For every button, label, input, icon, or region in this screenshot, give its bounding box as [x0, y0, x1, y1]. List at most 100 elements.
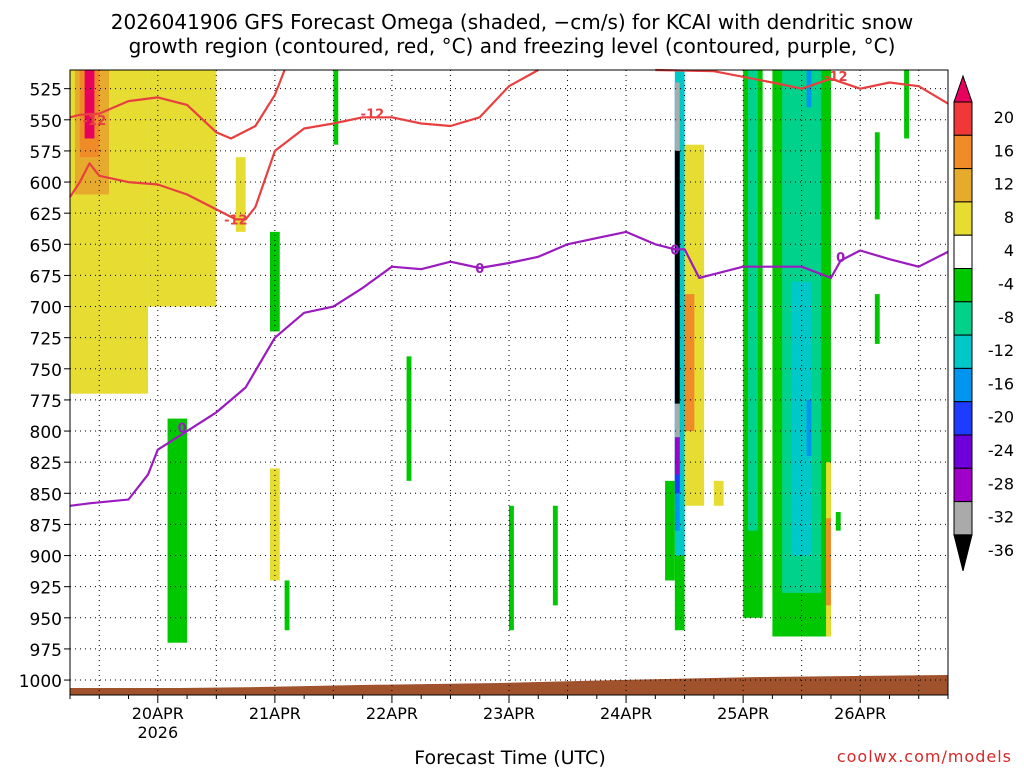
- y-tick-label-650: 650: [30, 236, 62, 256]
- y-tick-label-750: 750: [30, 361, 62, 381]
- colorbar-label-5: -4: [998, 275, 1014, 294]
- y-tick-label-575: 575: [30, 143, 62, 163]
- contour-label-3: -12: [824, 70, 848, 85]
- colorbar-label-10: -24: [988, 441, 1014, 460]
- colorbar-label-6: -8: [998, 308, 1014, 327]
- colorbar-bin-3: [953, 168, 973, 203]
- omega-region-14: [665, 480, 675, 581]
- y-tick-label-875: 875: [30, 516, 62, 536]
- contour-label-2: -12: [224, 213, 248, 228]
- colorbar-label-12: -32: [988, 508, 1014, 527]
- omega-region-18: [674, 82, 680, 151]
- colorbar-bottom-arrow: [953, 534, 973, 572]
- colorbar-label-0: 20: [994, 108, 1014, 127]
- x-tick-label-0: 20APR: [132, 704, 184, 723]
- omega-region-21: [674, 437, 680, 475]
- omega-region-10: [333, 70, 339, 145]
- colorbar-label-3: 8: [1004, 208, 1014, 227]
- omega-region-25: [713, 480, 724, 506]
- colorbar-bin-13: [953, 501, 973, 536]
- y-tick-label-1000: 1000: [19, 672, 62, 692]
- omega-region-8: [269, 468, 280, 581]
- y-tick-label-900: 900: [30, 548, 62, 568]
- grid-layer: [70, 70, 948, 695]
- y-tick-label-700: 700: [30, 299, 62, 319]
- red-contour-line-0: [69, 69, 286, 140]
- chart-title-line2: growth region (contoured, red, °C) and f…: [129, 34, 896, 58]
- omega-region-33: [874, 132, 880, 220]
- y-tick-label-675: 675: [30, 267, 62, 287]
- omega-region-12: [509, 505, 514, 631]
- colorbar-label-4: 4: [1004, 241, 1014, 260]
- contour-label-0: -12: [83, 114, 107, 129]
- contour-layer: [69, 68, 949, 507]
- y-tick-label-825: 825: [30, 454, 62, 474]
- omega-region-6: [167, 418, 188, 643]
- x-axis-label: Forecast Time (UTC): [414, 747, 605, 768]
- y-tick-label-850: 850: [30, 485, 62, 505]
- colorbar-bin-4: [953, 201, 973, 236]
- colorbar-label-1: 16: [994, 141, 1014, 160]
- y-tick-label-525: 525: [30, 81, 62, 101]
- omega-region-31: [806, 70, 812, 108]
- colorbar-label-2: 12: [994, 175, 1014, 194]
- omega-region-30: [791, 281, 812, 556]
- colorbar-bin-11: [953, 434, 973, 469]
- colorbar-label-8: -16: [988, 374, 1014, 393]
- contour-label-1: -12: [361, 108, 385, 123]
- x-tick-label-6: 26APR: [834, 704, 886, 723]
- credit-text: coolwx.com/models: [837, 747, 1012, 766]
- red-contour-line-2: [655, 68, 949, 105]
- x-tick-label-5: 25APR: [717, 704, 769, 723]
- y-tick-label-775: 775: [30, 392, 62, 412]
- contour-label-6: 0: [670, 243, 679, 258]
- omega-region-1: [148, 70, 217, 307]
- colorbar: 20 16 12 8 4 -4 -8 -12 -16 -20 -24 -28 -32 -36: [953, 74, 1014, 572]
- omega-region-11: [406, 356, 412, 481]
- y-tick-label-925: 925: [30, 579, 62, 599]
- colorbar-label-7: -12: [988, 341, 1014, 360]
- colorbar-bin-9: [953, 367, 973, 403]
- omega-region-4: [84, 70, 95, 139]
- colorbar-bin-8: [953, 334, 973, 369]
- contour-label-7: 0: [836, 251, 845, 266]
- omega-shading-layer: [70, 70, 909, 643]
- omega-region-22: [674, 474, 680, 494]
- colorbar-bin-6: [953, 268, 973, 303]
- colorbar-label-9: -20: [988, 408, 1014, 427]
- colorbar-bin-2: [953, 134, 973, 170]
- x-tick-label-1: 21APR: [249, 704, 301, 723]
- y-tick-label-725: 725: [30, 330, 62, 350]
- omega-region-24: [684, 294, 695, 432]
- y-tick-label-800: 800: [30, 423, 62, 443]
- omega-region-34: [874, 294, 880, 344]
- y-axis: 525 550 575 600 625 650 675 700 725 750 775 800 825 8…: [19, 81, 70, 692]
- x-tick-label-2: 22APR: [366, 704, 418, 723]
- x-tick-label-3: 23APR: [483, 704, 535, 723]
- freezing-level-line-3: [69, 230, 949, 507]
- y-tick-label-950: 950: [30, 610, 62, 630]
- omega-region-37: [826, 518, 831, 606]
- colorbar-top-arrow: [953, 74, 973, 103]
- omega-region-7: [269, 231, 280, 332]
- x-tick-sublabel-0: 2026: [137, 723, 178, 742]
- colorbar-label-13: -36: [988, 541, 1014, 560]
- y-tick-label-975: 975: [30, 641, 62, 661]
- omega-region-5: [235, 157, 246, 232]
- colorbar-label-11: -28: [988, 474, 1014, 493]
- contour-label-5: 0: [475, 262, 484, 277]
- omega-region-35: [904, 70, 909, 139]
- omega-region-32: [806, 399, 812, 456]
- omega-region-19: [674, 150, 680, 404]
- contour-label-4: 0: [178, 421, 187, 436]
- omega-region-27: [748, 70, 758, 531]
- colorbar-bin-10: [953, 401, 973, 436]
- y-tick-label-550: 550: [30, 112, 62, 132]
- colorbar-bin-7: [953, 301, 973, 336]
- red-contour-line-1: [69, 69, 539, 221]
- omega-region-20: [674, 403, 680, 438]
- colorbar-bin-5: [953, 234, 973, 269]
- colorbar-bin-1: [953, 101, 973, 136]
